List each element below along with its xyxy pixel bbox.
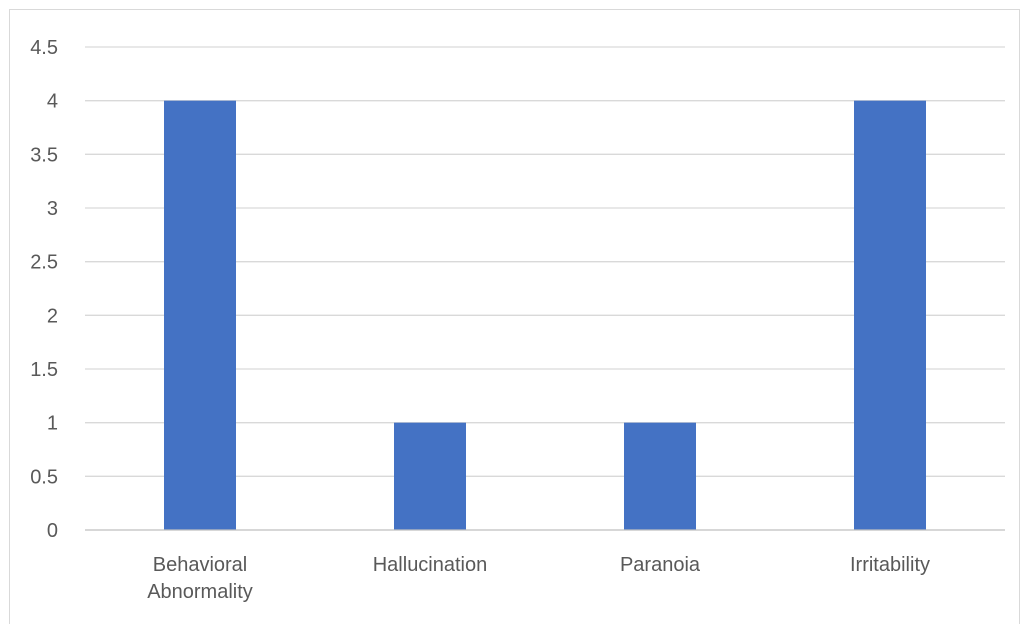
bar <box>624 422 696 530</box>
x-category-label: Irritability <box>850 554 930 576</box>
y-tick-label: 1 <box>47 413 58 435</box>
y-tick-label: 3.5 <box>30 144 58 166</box>
bar <box>164 100 236 531</box>
bars <box>164 100 926 531</box>
x-category-label: Hallucination <box>373 554 488 576</box>
x-axis-category-labels: Behavioral Abnormality Hallucination Parano… <box>147 554 930 603</box>
x-category-label: Behavioral <box>153 554 248 576</box>
bar <box>394 422 466 530</box>
y-tick-label: 1.5 <box>30 359 58 381</box>
y-tick-label: 4.5 <box>30 37 58 59</box>
y-tick-label: 0 <box>47 520 58 542</box>
y-tick-label: 3 <box>47 198 58 220</box>
y-tick-label: 2.5 <box>30 252 58 274</box>
x-category-label: Abnormality <box>147 581 253 603</box>
y-axis-tick-labels: 0 0.5 1 1.5 2 2.5 3 3.5 4 4.5 <box>30 37 58 542</box>
y-tick-label: 2 <box>47 305 58 327</box>
gridlines <box>85 46 1005 477</box>
y-tick-label: 4 <box>47 91 58 113</box>
x-category-label: Paranoia <box>620 554 701 576</box>
bar <box>854 100 926 531</box>
y-tick-label: 0.5 <box>30 466 58 488</box>
